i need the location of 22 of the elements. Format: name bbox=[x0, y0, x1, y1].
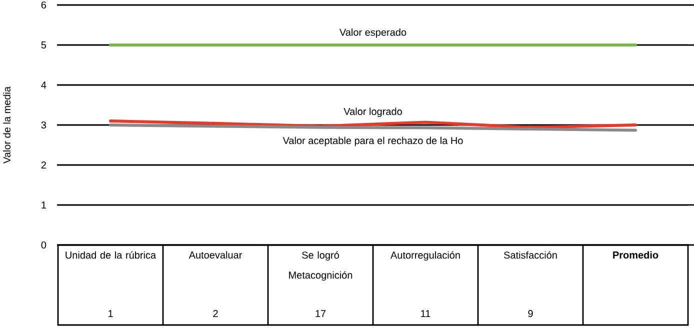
text: 1 bbox=[108, 310, 113, 317]
y-tick-label: 6 bbox=[41, 1, 46, 9]
x-tick-label: Autorregulación bbox=[390, 251, 460, 261]
x-tick-label: Se logró Metacognición bbox=[289, 251, 352, 281]
x-tick-label: Promedio bbox=[613, 251, 658, 259]
series-label: Valor logrado bbox=[344, 108, 402, 117]
y-tick-label: 3 bbox=[41, 121, 46, 129]
y-tick-label: 4 bbox=[41, 82, 46, 88]
y-axis-title: Valor de la media bbox=[3, 86, 10, 164]
series-label: Valor aceptable para el rechazo de la Ho bbox=[282, 136, 463, 146]
x-tick-label: Unidad de la rúbrica bbox=[66, 251, 156, 259]
x-tick-label: Autoevaluar bbox=[188, 251, 242, 259]
text: 9 bbox=[528, 310, 533, 318]
y-tick-label: 1 bbox=[42, 202, 46, 208]
y-tick-label: 5 bbox=[41, 42, 46, 48]
text: 17 bbox=[316, 310, 326, 317]
y-tick-label: 0 bbox=[41, 241, 46, 249]
x-tick-label: Satisfacción bbox=[504, 251, 557, 259]
text: 11 bbox=[421, 310, 430, 317]
y-tick-label: 2 bbox=[41, 162, 46, 168]
text: 2 bbox=[213, 310, 218, 317]
series-label: Valor esperado bbox=[340, 28, 406, 38]
